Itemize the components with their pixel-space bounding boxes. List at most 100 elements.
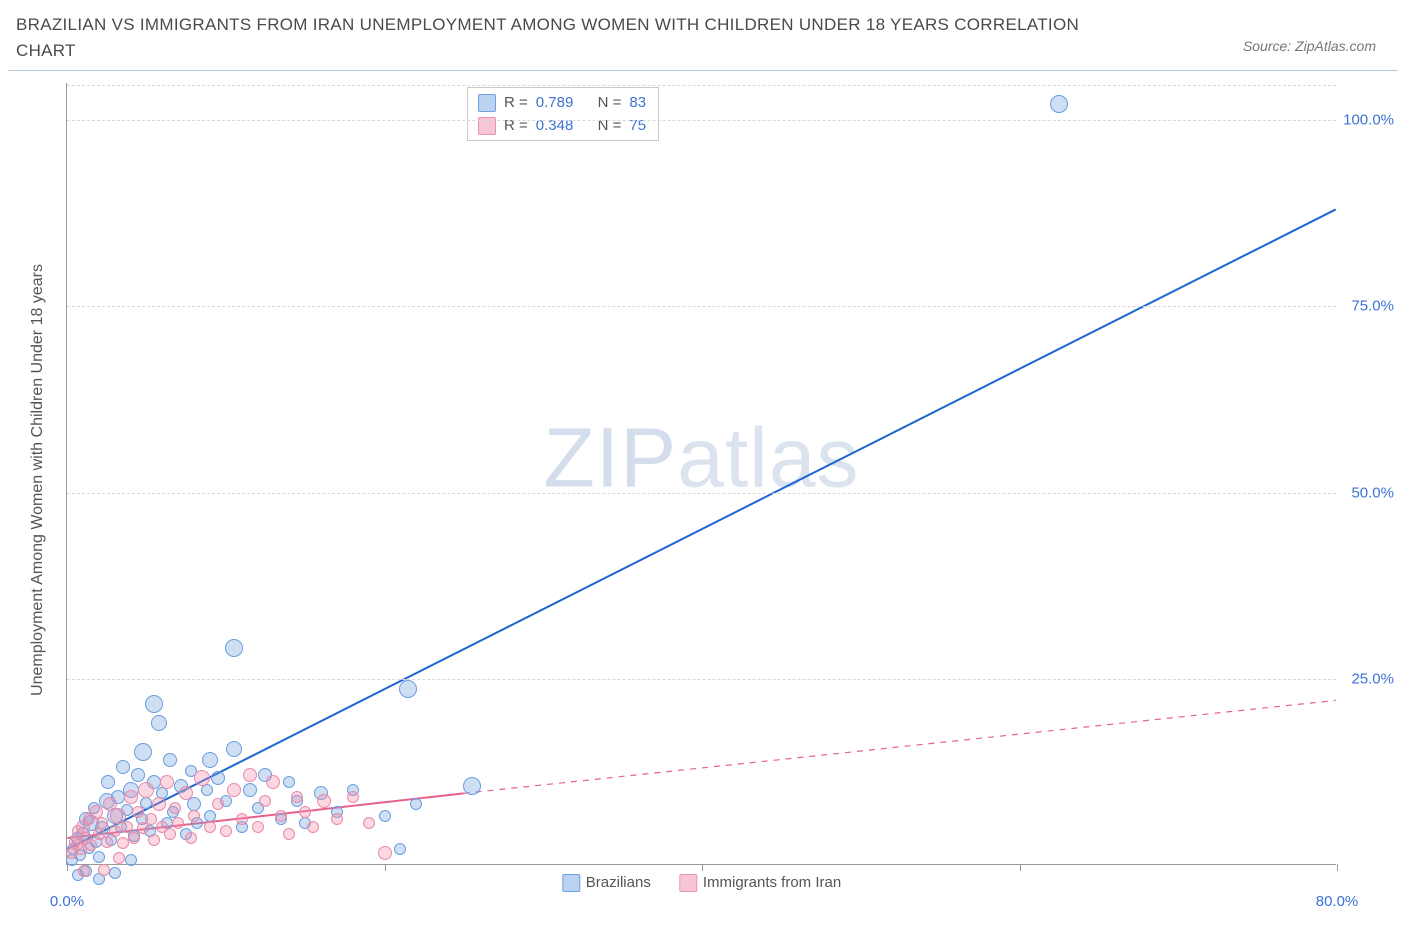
scatter-point (283, 828, 295, 840)
scatter-point (236, 821, 248, 833)
scatter-point (220, 795, 232, 807)
x-tick (67, 864, 68, 871)
scatter-point (307, 821, 319, 833)
scatter-point (121, 804, 133, 816)
scatter-point (169, 802, 181, 814)
scatter-point (185, 832, 197, 844)
scatter-point (179, 786, 193, 800)
gridline-h (67, 679, 1336, 680)
scatter-point (331, 806, 343, 818)
scatter-point (90, 836, 102, 848)
y-tick-label: 50.0% (1340, 484, 1394, 501)
scatter-point (299, 817, 311, 829)
legend-item-2: Immigrants from Iran (679, 874, 841, 892)
scatter-point (160, 775, 174, 789)
stats-row-series2: R = 0.348 N = 75 (478, 115, 646, 138)
stats-r-label2: R = (504, 115, 528, 138)
source-attribution: Source: ZipAtlas.com (1243, 38, 1376, 54)
scatter-point (152, 797, 166, 811)
x-tick-label: 0.0% (50, 893, 84, 910)
y-tick-label: 75.0% (1340, 298, 1394, 315)
scatter-point (105, 834, 117, 846)
x-tick (702, 864, 703, 871)
stats-r-label: R = (504, 92, 528, 115)
scatter-point (252, 821, 264, 833)
trend-line (464, 700, 1336, 793)
scatter-point (137, 822, 149, 834)
x-tick (1337, 864, 1338, 871)
scatter-point (275, 813, 287, 825)
scatter-point (291, 795, 303, 807)
scatter-point (399, 680, 417, 698)
scatter-point (299, 806, 311, 818)
scatter-point (211, 771, 225, 785)
y-tick-label: 25.0% (1340, 670, 1394, 687)
scatter-point (124, 790, 138, 804)
scatter-point (283, 776, 295, 788)
scatter-point (164, 828, 176, 840)
scatter-point (79, 812, 93, 826)
scatter-point (109, 825, 121, 837)
scatter-point (378, 846, 392, 860)
scatter-point (201, 784, 213, 796)
plot-area: ZIPatlas R = 0.789 N = 83 R = 0.348 N = … (66, 83, 1336, 865)
legend-label-1: Brazilians (586, 874, 651, 891)
scatter-point (266, 775, 280, 789)
trend-lines-svg (67, 83, 1336, 864)
scatter-point (252, 802, 264, 814)
scatter-point (156, 821, 168, 833)
scatter-point (347, 791, 359, 803)
scatter-point (76, 820, 90, 834)
scatter-point (116, 760, 130, 774)
x-tick (1020, 864, 1021, 871)
trend-line (67, 793, 463, 838)
scatter-point (185, 765, 197, 777)
scatter-point (83, 815, 99, 831)
scatter-point (72, 869, 84, 881)
scatter-point (75, 843, 87, 855)
scatter-point (76, 827, 90, 841)
scatter-point (80, 832, 92, 844)
scatter-point (212, 798, 224, 810)
scatter-point (314, 786, 328, 800)
scatter-point (138, 782, 154, 798)
scatter-point (347, 784, 359, 796)
scatter-point (180, 828, 192, 840)
scatter-point (66, 847, 78, 859)
stats-n-label: N = (598, 92, 622, 115)
x-tick-label: 80.0% (1316, 893, 1359, 910)
scatter-point (236, 813, 248, 825)
scatter-point (78, 865, 90, 877)
scatter-point (74, 849, 86, 861)
scatter-point (148, 834, 160, 846)
gridline-h (67, 493, 1336, 494)
scatter-point (110, 808, 126, 824)
scatter-point (156, 787, 168, 799)
scatter-point (125, 854, 137, 866)
scatter-point (363, 817, 375, 829)
scatter-point (191, 817, 203, 829)
scatter-point (187, 797, 201, 811)
chart-container: Unemployment Among Women with Children U… (8, 70, 1398, 920)
scatter-point (258, 768, 272, 782)
watermark-a: ZIP (543, 410, 677, 504)
scatter-point (101, 836, 113, 848)
x-axis-legend: Brazilians Immigrants from Iran (562, 874, 841, 892)
scatter-point (147, 775, 161, 789)
scatter-point (275, 810, 287, 822)
scatter-point (107, 808, 123, 824)
y-tick-label: 100.0% (1340, 112, 1394, 129)
watermark-b: atlas (677, 410, 859, 504)
legend-label-2: Immigrants from Iran (703, 874, 841, 891)
scatter-point (140, 797, 152, 809)
scatter-point (132, 806, 144, 818)
scatter-point (96, 817, 108, 829)
scatter-point (93, 828, 105, 840)
scatter-point (204, 810, 216, 822)
scatter-point (72, 825, 84, 837)
y-axis-label: Unemployment Among Women with Children U… (29, 80, 47, 880)
scatter-point (83, 842, 95, 854)
scatter-point (1050, 95, 1068, 113)
stats-box: R = 0.789 N = 83 R = 0.348 N = 75 (467, 87, 659, 141)
stats-r1: 0.789 (536, 92, 574, 115)
